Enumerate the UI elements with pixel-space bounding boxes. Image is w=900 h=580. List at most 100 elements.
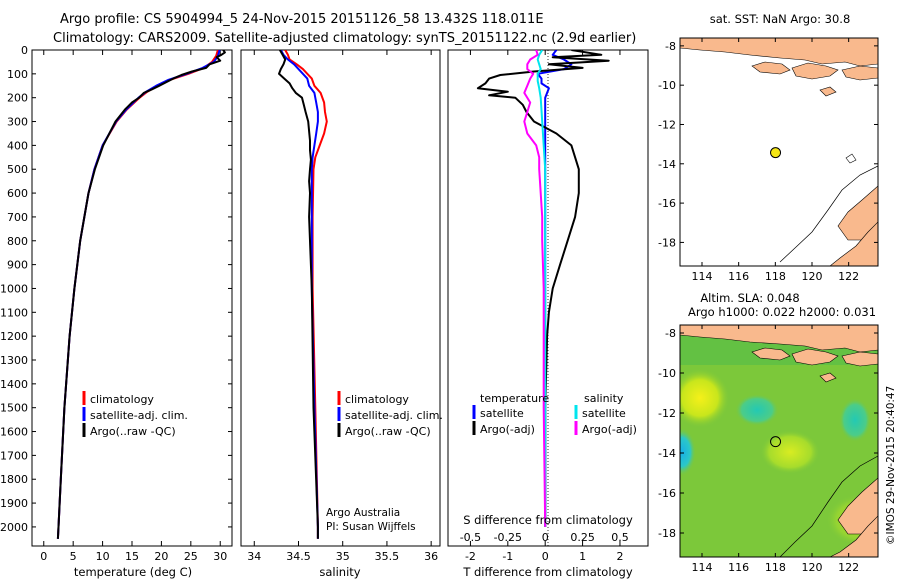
x-tick-label: 1 (579, 550, 586, 563)
lon-tick-label: 122 (838, 561, 859, 574)
x-tick-label: 10 (96, 550, 110, 563)
y-tick-label: 1200 (0, 330, 28, 343)
temperature-lines (56, 50, 226, 539)
lat-tick-label: -10 (658, 79, 676, 92)
temperature-legend: climatology satellite-adj. clim. Argo(..… (82, 391, 188, 438)
legend-satellite: satellite-adj. clim. (345, 409, 443, 422)
sst-map-frame (679, 37, 879, 267)
series-salinity-satellite (536, 50, 547, 527)
australia-coast (837, 477, 878, 535)
argo-float-marker (770, 147, 782, 159)
sst-map: sat. SST: NaN Argo: 30.8 114 116 118 120 122… (658, 12, 879, 283)
x-tick-label: 34 (247, 550, 261, 563)
y-tick-label: 1600 (0, 426, 28, 439)
sla-field (680, 325, 878, 557)
lat-tick-label: -12 (658, 407, 676, 420)
legend-climatology: climatology (90, 393, 154, 406)
temperature-xlabel: temperature (deg C) (74, 565, 192, 579)
x2-tick-label: 0 (542, 531, 549, 544)
difference-axes (447, 49, 649, 547)
x-tick-label: 36 (424, 550, 438, 563)
y-tick-label: 400 (7, 139, 28, 152)
lon-tick-label: 116 (728, 561, 749, 574)
y-tick-label: 500 (7, 163, 28, 176)
x-tick-label: 35.5 (375, 550, 400, 563)
java-coast (680, 325, 878, 353)
y-tick-label: 700 (7, 211, 28, 224)
y-tick-label: 1400 (0, 378, 28, 391)
lon-tick-label: 114 (692, 270, 713, 283)
y-tick-label: 0 (21, 44, 28, 57)
difference-lines (476, 50, 610, 527)
salinity-x-ticks: 34 34.5 35 35.5 36 (247, 50, 438, 563)
credit-line-2: PI: Susan Wijffels (326, 521, 416, 533)
island (841, 351, 878, 367)
salinity-legend: climatology satellite-adj. clim. Argo(..… (337, 391, 443, 438)
y-tick-label: 300 (7, 116, 28, 129)
australia-coast (829, 221, 878, 266)
legend-satellite: satellite-adj. clim. (90, 409, 188, 422)
shelf-contour (779, 165, 878, 263)
y-tick-label: 1700 (0, 449, 28, 462)
island (751, 61, 791, 75)
temperature-panel: 0 5 10 15 20 25 30 010020030040050060070080090… (0, 44, 648, 579)
difference-legend: temperature salinity satellite Argo(-adj… (472, 392, 637, 436)
sla-lon-ticks: 114 116 118 120 122 (692, 325, 859, 574)
y-tick-label: 800 (7, 235, 28, 248)
lat-tick-label: -12 (658, 118, 676, 131)
salinity-xlabel: salinity (319, 565, 360, 579)
island (791, 348, 839, 366)
lat-tick-label: -18 (658, 527, 676, 540)
sla-low (680, 428, 696, 476)
island (841, 65, 878, 81)
lon-tick-label: 120 (802, 561, 823, 574)
series-argo-raw-qc (56, 50, 226, 539)
watermark: ©IMOS 29-Nov-2015 20:40:47 (885, 386, 897, 545)
salinity-axes (240, 49, 441, 547)
y-tick-label: 600 (7, 187, 28, 200)
t-difference-xlabel: T difference from climatology (462, 565, 633, 579)
x2-tick-label: -0.5 (460, 531, 481, 544)
lon-tick-label: 114 (692, 561, 713, 574)
x2-tick-label: 0.5 (611, 531, 629, 544)
sla-low (735, 394, 779, 426)
x-tick-label: 35 (336, 550, 350, 563)
shelf-contour (779, 455, 878, 557)
sla-subtitle: Argo h1000: 0.022 h2000: 0.031 (688, 305, 876, 319)
australia-coast (829, 515, 878, 557)
x-tick-label: -1 (502, 550, 513, 563)
series-argo-raw-qc (278, 50, 319, 539)
lon-tick-label: 118 (765, 561, 786, 574)
legend-t-argo: Argo(-adj) (480, 423, 535, 436)
sst-map-features (680, 38, 878, 266)
lon-tick-label: 122 (838, 270, 859, 283)
lon-tick-label: 116 (728, 270, 749, 283)
x-tick-label: 30 (213, 550, 227, 563)
lat-tick-label: -16 (658, 197, 676, 210)
sla-high (680, 368, 730, 428)
x2-tick-label: 0.25 (570, 531, 595, 544)
series-salinity-argo-adj (523, 50, 547, 527)
y-tick-label: 1900 (0, 497, 28, 510)
salinity-lines (278, 50, 328, 539)
sla-title: Altim. SLA: 0.048 (700, 291, 799, 305)
x-tick-label: 0 (40, 550, 47, 563)
salinity-panel: 34 34.5 35 35.5 36 salinity climatology sate… (240, 49, 443, 579)
legend-climatology: climatology (345, 393, 409, 406)
y-tick-label: 200 (7, 92, 28, 105)
sst-title: sat. SST: NaN Argo: 30.8 (710, 12, 851, 26)
figure-title: Argo profile: CS 5904994_5 24-Nov-2015 2… (60, 12, 544, 27)
x-tick-label: 15 (125, 550, 139, 563)
java-coast (680, 38, 878, 67)
lat-tick-label: -14 (658, 158, 676, 171)
island (751, 347, 791, 361)
legend-s-argo: Argo(-adj) (582, 423, 637, 436)
lat-tick-label: -14 (658, 447, 676, 460)
y-tick-label: 100 (7, 68, 28, 81)
legend-s-satellite: satellite (582, 407, 626, 420)
sla-high (760, 430, 820, 474)
legend-temperature-heading: temperature (480, 392, 549, 405)
temperature-axes (31, 49, 233, 547)
lon-tick-label: 118 (765, 270, 786, 283)
